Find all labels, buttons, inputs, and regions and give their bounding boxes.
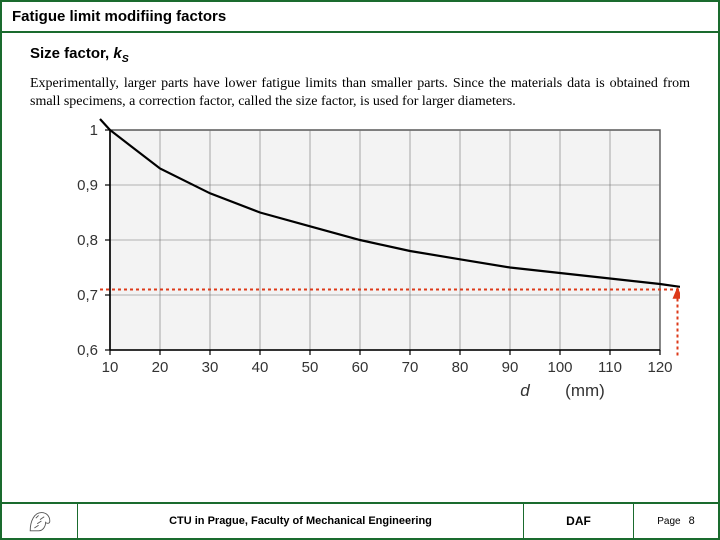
svg-text:50: 50 <box>302 359 319 376</box>
svg-text:30: 30 <box>202 359 219 376</box>
svg-text:80: 80 <box>452 359 469 376</box>
svg-text:20: 20 <box>152 359 169 376</box>
content-area: Size factor, kS Experimentally, larger p… <box>2 33 718 418</box>
svg-text:70: 70 <box>402 359 419 376</box>
section-symbol: k <box>113 45 121 62</box>
svg-text:0,7: 0,7 <box>77 287 98 304</box>
slide-title: Fatigue limit modifiing factors <box>12 8 226 25</box>
section-title-prefix: Size factor, <box>30 45 113 62</box>
svg-text:0,8: 0,8 <box>77 232 98 249</box>
svg-text:10: 10 <box>102 359 119 376</box>
svg-text:0,9: 0,9 <box>77 177 98 194</box>
svg-text:d: d <box>520 381 530 400</box>
body-paragraph: Experimentally, larger parts have lower … <box>30 75 690 110</box>
svg-text:40: 40 <box>252 359 269 376</box>
svg-text:1: 1 <box>90 122 98 139</box>
page-label: Page <box>657 516 680 527</box>
footer-institution: CTU in Prague, Faculty of Mechanical Eng… <box>78 504 524 538</box>
svg-text:100: 100 <box>547 359 572 376</box>
footer-page: Page 8 <box>634 504 718 538</box>
svg-text:120: 120 <box>647 359 672 376</box>
footer-logo-cell <box>2 504 78 538</box>
lion-logo-icon <box>25 507 55 535</box>
page-number: 8 <box>689 515 695 527</box>
section-subscript: S <box>122 53 129 65</box>
svg-text:110: 110 <box>598 359 622 376</box>
footer: CTU in Prague, Faculty of Mechanical Eng… <box>2 502 718 538</box>
size-factor-chart: 10 20 30 40 50 60 70 80 90 100 110 120 0,6 0,7 0,8 0,9 1… <box>40 118 680 418</box>
svg-text:(mm): (mm) <box>565 381 605 400</box>
svg-text:0,6: 0,6 <box>77 342 98 359</box>
svg-text:90: 90 <box>502 359 519 376</box>
slide-title-bar: Fatigue limit modifiing factors <box>2 2 718 33</box>
svg-text:60: 60 <box>352 359 369 376</box>
footer-center: DAF <box>524 504 634 538</box>
section-title: Size factor, kS <box>30 45 690 65</box>
